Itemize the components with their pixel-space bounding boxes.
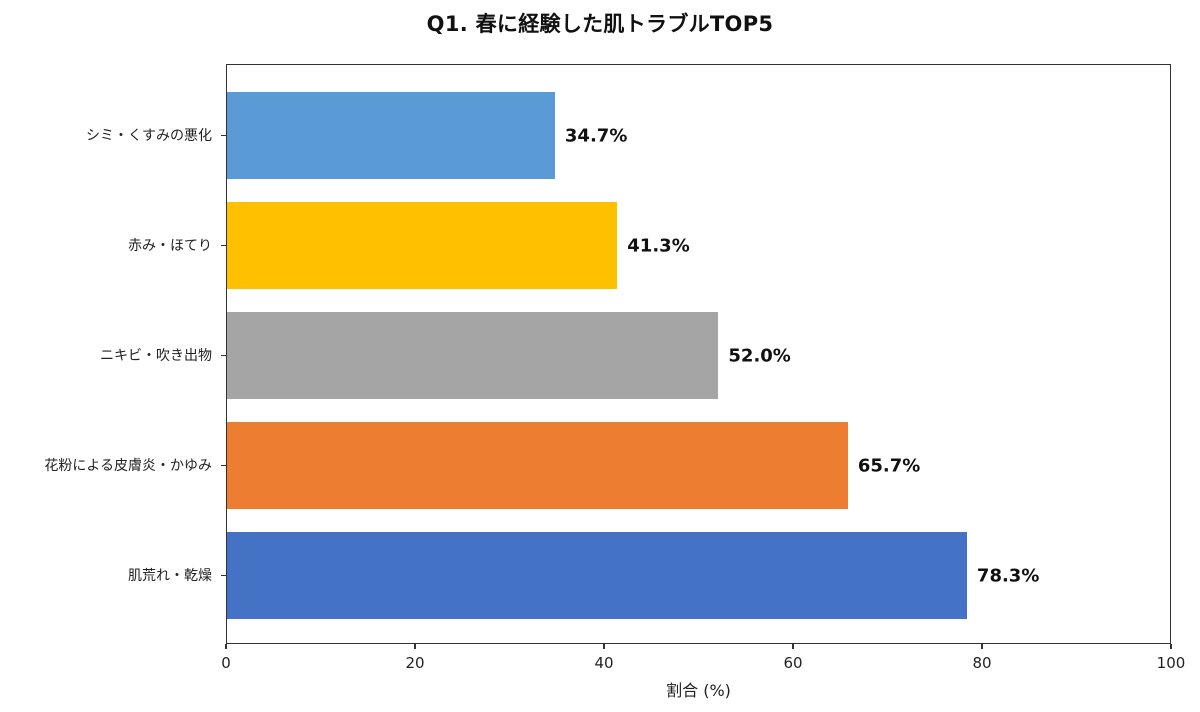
- y-tick-label: ニキビ・吹き出物: [100, 347, 212, 364]
- y-tick-label: 肌荒れ・乾燥: [128, 567, 212, 584]
- x-tick: [414, 644, 416, 649]
- plot-area: 34.7% 41.3% 52.0% 65.7% 78.3%: [226, 64, 1171, 644]
- y-tick-label: 花粉による皮膚炎・かゆみ: [44, 457, 212, 474]
- x-tick-label: 100: [1156, 654, 1186, 672]
- x-tick: [603, 644, 605, 649]
- bar: [227, 422, 848, 509]
- bar: [227, 202, 618, 289]
- x-axis-label: 割合 (%): [666, 681, 731, 700]
- x-tick: [981, 644, 983, 649]
- bar-value-label: 78.3%: [976, 565, 1040, 586]
- y-tick: [221, 244, 226, 246]
- x-tick: [792, 644, 794, 649]
- bar: [227, 532, 967, 619]
- x-tick-label: 0: [221, 654, 231, 672]
- bar-value-label: 34.7%: [564, 125, 628, 146]
- x-tick: [225, 644, 227, 649]
- x-tick: [1170, 644, 1172, 649]
- x-tick-label: 80: [972, 654, 992, 672]
- x-tick-label: 40: [594, 654, 614, 672]
- chart-title: Q1. 春に経験した肌トラブルTOP5: [426, 12, 774, 36]
- bar-value-label: 52.0%: [728, 345, 791, 366]
- y-tick-label: 赤み・ほてり: [128, 237, 212, 254]
- y-tick: [221, 354, 226, 356]
- bar: [227, 312, 719, 399]
- bar-value-label: 65.7%: [857, 455, 921, 476]
- y-tick-label: シミ・くすみの悪化: [86, 127, 212, 144]
- y-tick: [221, 134, 226, 136]
- bar-value-label: 41.3%: [627, 235, 690, 256]
- x-tick-label: 60: [783, 654, 803, 672]
- y-tick: [221, 464, 226, 466]
- bar: [227, 92, 555, 179]
- y-tick: [221, 574, 226, 576]
- x-tick-label: 20: [405, 654, 425, 672]
